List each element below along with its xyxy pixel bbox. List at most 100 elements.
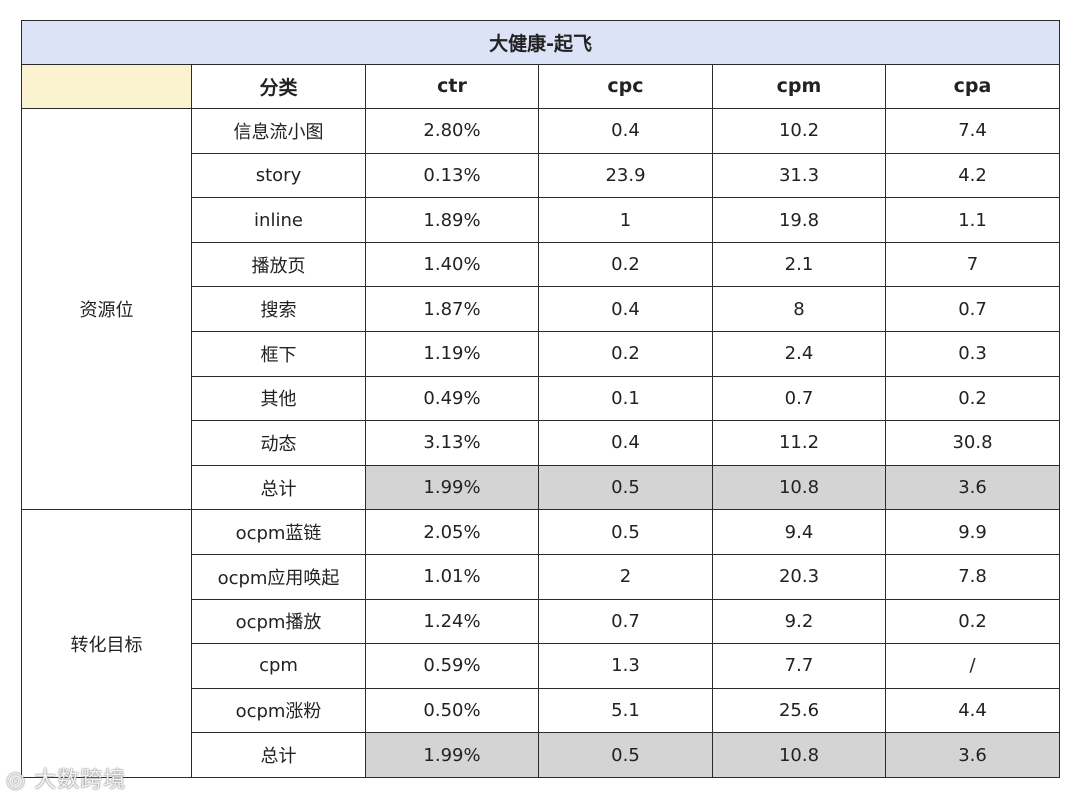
- watermark-text: 大数跨境: [34, 768, 127, 793]
- table-row: 框下 1.19% 0.2 2.4 0.3: [22, 331, 1061, 377]
- header-corner: [21, 63, 192, 110]
- category-cell: cpm: [191, 643, 366, 689]
- cpc-cell: 0.2: [538, 331, 713, 377]
- cpm-cell: 25.6: [712, 687, 886, 734]
- ctr-cell: 1.87%: [365, 286, 539, 333]
- cpm-cell: 8: [712, 286, 886, 333]
- cpm-cell: 2.4: [712, 331, 886, 377]
- weibo-logo-icon: ◎: [6, 768, 27, 793]
- cpa-cell: 3.6: [884, 732, 1061, 778]
- cpc-cell: 0.7: [538, 598, 713, 645]
- total-row: 总计 1.99% 0.5 10.8 3.6: [22, 732, 1061, 778]
- column-header: cpa: [884, 63, 1061, 110]
- group-label: 转化目标: [21, 509, 192, 778]
- ctr-cell: 1.40%: [365, 241, 539, 288]
- cpc-cell: 0.5: [538, 732, 713, 778]
- category-cell: story: [191, 152, 366, 199]
- category-cell: ocpm播放: [191, 598, 366, 645]
- title-row: 大健康-起飞: [20, 20, 1061, 65]
- cpm-cell: 7.7: [712, 643, 886, 689]
- table-row: 转化目标 ocpm蓝链 2.05% 0.5 9.4 9.9: [21, 509, 1061, 778]
- cpm-cell: 19.8: [712, 197, 886, 243]
- table-row: 其他 0.49% 0.1 0.7 0.2: [22, 375, 1061, 422]
- cpa-cell: 9.9: [884, 509, 1061, 555]
- cpa-cell: 4.2: [884, 152, 1061, 199]
- header-row: 分类 ctr cpc cpm cpa: [21, 63, 1061, 110]
- cpm-cell: 11.2: [712, 420, 886, 466]
- column-header: cpc: [538, 63, 713, 110]
- column-header: ctr: [365, 63, 539, 110]
- cpm-cell: 2.1: [712, 241, 886, 288]
- cpa-cell: 3.6: [884, 464, 1061, 511]
- table-title: 大健康-起飞: [20, 20, 1061, 65]
- category-cell: ocpm应用唤起: [191, 553, 366, 600]
- column-header: 分类: [191, 63, 366, 110]
- ctr-cell: 2.05%: [365, 509, 539, 555]
- cpc-cell: 0.4: [538, 286, 713, 333]
- table-row: 动态 3.13% 0.4 11.2 30.8: [22, 420, 1061, 466]
- category-cell: 播放页: [191, 241, 366, 288]
- ctr-cell: 0.49%: [365, 375, 539, 422]
- category-cell: 搜索: [191, 286, 366, 333]
- category-cell: 其他: [191, 375, 366, 422]
- cpc-cell: 0.4: [538, 108, 713, 154]
- ctr-cell: 1.24%: [365, 598, 539, 645]
- category-cell: inline: [191, 197, 366, 243]
- column-header: cpm: [712, 63, 886, 110]
- cpc-cell: 0.1: [538, 375, 713, 422]
- ctr-cell: 1.99%: [365, 464, 539, 511]
- cpa-cell: 30.8: [884, 420, 1061, 466]
- cpc-cell: 0.4: [538, 420, 713, 466]
- cpc-cell: 2: [538, 553, 713, 600]
- table-body: 大健康-起飞 分类 ctr cpc cpm cpa 资源位 信息流小图 2.80% 0.4 10.…: [20, 20, 1061, 778]
- cpa-cell: 7: [884, 241, 1061, 288]
- cpa-cell: 1.1: [884, 197, 1061, 243]
- category-cell: 动态: [191, 420, 366, 466]
- cpm-cell: 9.4: [712, 509, 886, 555]
- cpm-cell: 20.3: [712, 553, 886, 600]
- ctr-cell: 1.19%: [365, 331, 539, 377]
- cpa-cell: 0.7: [884, 286, 1061, 333]
- ctr-cell: 3.13%: [365, 420, 539, 466]
- category-cell: ocpm涨粉: [191, 687, 366, 734]
- cpc-cell: 5.1: [538, 687, 713, 734]
- table-row: 搜索 1.87% 0.4 8 0.7: [22, 286, 1061, 333]
- cpm-cell: 9.2: [712, 598, 886, 645]
- table-row: story 0.13% 23.9 31.3 4.2: [22, 152, 1061, 199]
- ctr-cell: 0.13%: [365, 152, 539, 199]
- cpc-cell: 0.5: [538, 509, 713, 555]
- cpm-cell: 10.8: [712, 732, 886, 778]
- cpc-cell: 0.2: [538, 241, 713, 288]
- watermark: ◎ 大数跨境: [6, 762, 126, 794]
- category-cell: 总计: [191, 732, 366, 778]
- category-cell: 框下: [191, 331, 366, 377]
- category-cell: 信息流小图: [191, 108, 366, 154]
- group-label: 资源位: [21, 108, 192, 511]
- cpc-cell: 0.5: [538, 464, 713, 511]
- ctr-cell: 1.99%: [365, 732, 539, 778]
- metrics-table: 大健康-起飞 分类 ctr cpc cpm cpa 资源位 信息流小图 2.80% 0.4 10.…: [20, 20, 1061, 778]
- cpm-cell: 10.2: [712, 108, 886, 154]
- cpa-cell: 4.4: [884, 687, 1061, 734]
- cpa-cell: 7.8: [884, 553, 1061, 600]
- table-row: 资源位 信息流小图 2.80% 0.4 10.2 7.4: [21, 108, 1061, 511]
- cpm-cell: 31.3: [712, 152, 886, 199]
- cpc-cell: 1.3: [538, 643, 713, 689]
- cpa-cell: 0.2: [884, 598, 1061, 645]
- cpm-cell: 10.8: [712, 464, 886, 511]
- cpa-cell: /: [884, 643, 1061, 689]
- ctr-cell: 1.89%: [365, 197, 539, 243]
- cpc-cell: 1: [538, 197, 713, 243]
- table-row: ocpm应用唤起 1.01% 2 20.3 7.8: [22, 553, 1061, 600]
- cpa-cell: 0.3: [884, 331, 1061, 377]
- cpm-cell: 0.7: [712, 375, 886, 422]
- ctr-cell: 2.80%: [365, 108, 539, 154]
- category-cell: ocpm蓝链: [191, 509, 366, 555]
- category-cell: 总计: [191, 464, 366, 511]
- table-row: cpm 0.59% 1.3 7.7/: [22, 643, 1061, 689]
- cpa-cell: 0.2: [884, 375, 1061, 422]
- table-row: ocpm涨粉 0.50% 5.1 25.6 4.4: [22, 687, 1061, 734]
- total-row: 总计 1.99% 0.5 10.8 3.6: [22, 464, 1061, 511]
- cpa-cell: 7.4: [884, 108, 1061, 154]
- ctr-cell: 0.50%: [365, 687, 539, 734]
